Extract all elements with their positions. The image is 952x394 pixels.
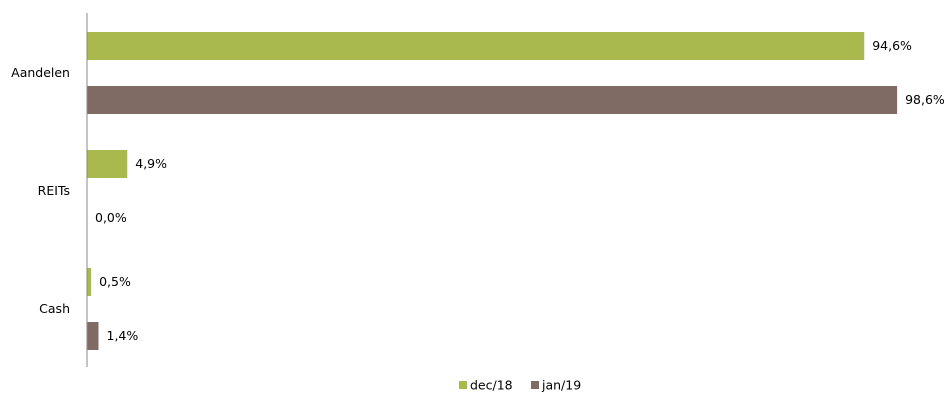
bar-cash-jan-19 xyxy=(87,322,99,350)
bar-aandelen-jan-19 xyxy=(87,86,898,114)
legend-label-jan-19: jan/19 xyxy=(541,378,581,393)
legend-swatch-jan-19 xyxy=(531,381,539,389)
category-label-reits: REITs xyxy=(38,183,70,198)
data-label-cash-dec-18: 0,5% xyxy=(99,274,131,289)
category-labels-group: Aandelen REITs Cash xyxy=(11,65,70,316)
bars-group xyxy=(87,32,898,350)
data-label-aandelen-dec-18: 94,6% xyxy=(872,38,912,53)
data-label-aandelen-jan-19: 98,6% xyxy=(905,92,945,107)
category-label-aandelen: Aandelen xyxy=(11,65,70,80)
data-label-reits-dec-18: 4,9% xyxy=(135,156,167,171)
category-label-cash: Cash xyxy=(39,301,70,316)
legend: dec/18 jan/19 xyxy=(459,378,581,393)
bar-cash-dec-18 xyxy=(87,268,92,296)
legend-label-dec-18: dec/18 xyxy=(470,378,513,393)
data-label-cash-jan-19: 1,4% xyxy=(107,328,139,343)
bar-aandelen-dec-18 xyxy=(87,32,865,60)
data-labels-group: 94,6% 98,6% 4,9% 0,0% 0,5% 1,4% xyxy=(95,38,945,343)
legend-swatch-dec-18 xyxy=(459,381,467,389)
data-label-reits-jan-19: 0,0% xyxy=(95,210,127,225)
bar-reits-dec-18 xyxy=(87,150,128,178)
